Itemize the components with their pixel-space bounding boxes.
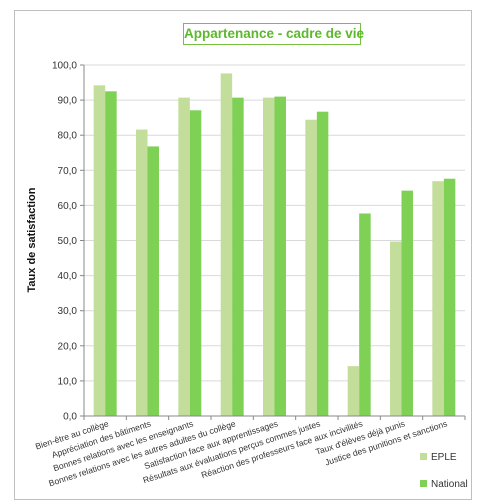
bar-eple [263, 97, 275, 416]
y-tick-label: 20,0 [58, 341, 78, 352]
bar-national [189, 110, 202, 417]
bar-eple [432, 181, 444, 416]
y-tick-label: 10,0 [58, 376, 78, 387]
y-tick-label: 60,0 [58, 201, 78, 212]
bar-national [232, 97, 244, 416]
y-tick-label: 80,0 [58, 131, 78, 142]
y-tick-label: 40,0 [58, 271, 78, 282]
bar-eple [220, 73, 233, 416]
bar-eple [178, 97, 190, 416]
y-tick-label: 100,0 [52, 61, 77, 72]
y-tick-label: 50,0 [58, 236, 78, 247]
bar-national [401, 190, 413, 416]
bar-national [274, 96, 286, 416]
bars [93, 73, 456, 417]
legend-label-national: National [431, 479, 468, 490]
bar-eple [347, 366, 360, 416]
y-axis-label: Taux de satisfaction [26, 187, 38, 292]
legend-swatch-national [420, 480, 427, 487]
bar-national [316, 111, 329, 417]
y-tick-label: 30,0 [58, 306, 78, 317]
y-tick-label: 70,0 [58, 166, 78, 177]
bar-national [105, 91, 117, 416]
bar-national [359, 213, 371, 416]
legend-label-eple: EPLE [431, 452, 457, 463]
bar-national [147, 146, 159, 416]
legend: EPLE National [420, 452, 468, 490]
chart-title: Appartenance - cadre de vie [183, 23, 364, 45]
bar-national [443, 178, 456, 416]
y-tick-label: 90,0 [58, 96, 78, 107]
bar-eple [390, 241, 402, 416]
bar-eple [93, 85, 106, 416]
legend-swatch-eple [420, 453, 427, 460]
bar-eple [136, 129, 148, 417]
bar-eple [305, 119, 317, 417]
y-tick-label: 0,0 [63, 412, 77, 423]
